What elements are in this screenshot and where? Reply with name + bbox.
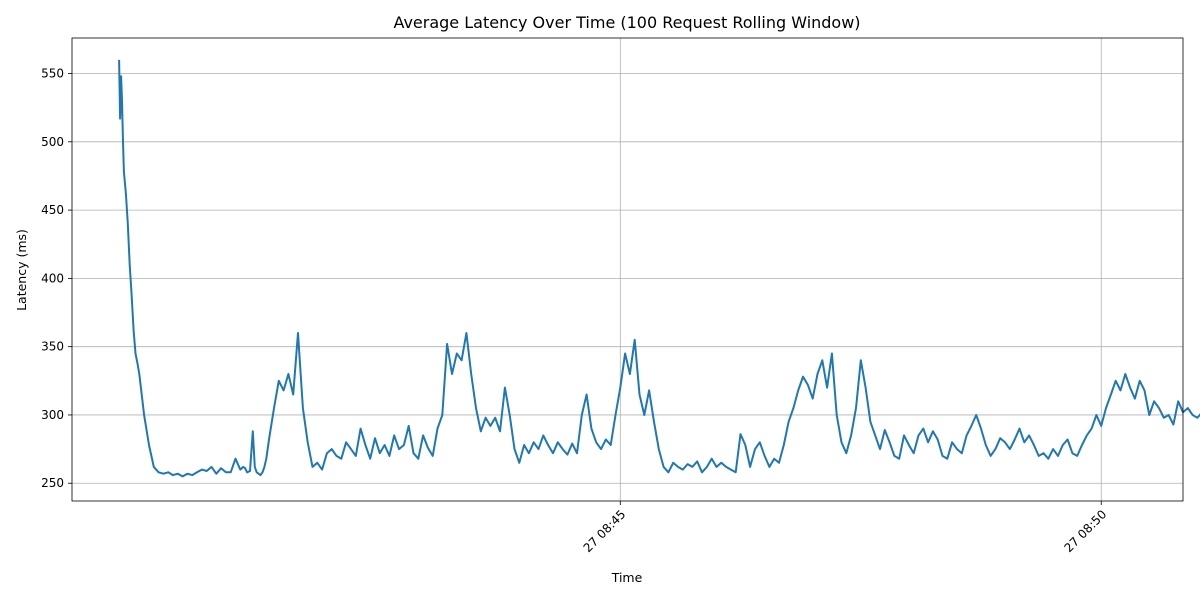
y-tick-label: 450 bbox=[41, 203, 64, 217]
y-tick-label: 250 bbox=[41, 476, 64, 490]
plot-area bbox=[72, 38, 1183, 501]
latency-series-line bbox=[118, 59, 1200, 478]
x-axis-label: Time bbox=[611, 570, 643, 585]
y-tick-label: 500 bbox=[41, 135, 64, 149]
y-axis-ticks: 250 300 350 400 450 500 550 bbox=[41, 67, 72, 490]
y-gridlines bbox=[72, 73, 1183, 484]
axes-frame bbox=[71, 37, 1184, 502]
y-axis-label: Latency (ms) bbox=[14, 229, 29, 311]
y-tick-label: 350 bbox=[41, 340, 64, 354]
chart-title: Average Latency Over Time (100 Request R… bbox=[393, 13, 860, 32]
y-tick-label: 550 bbox=[41, 67, 64, 81]
y-tick-label: 300 bbox=[41, 408, 64, 422]
y-tick-label: 400 bbox=[41, 271, 64, 285]
